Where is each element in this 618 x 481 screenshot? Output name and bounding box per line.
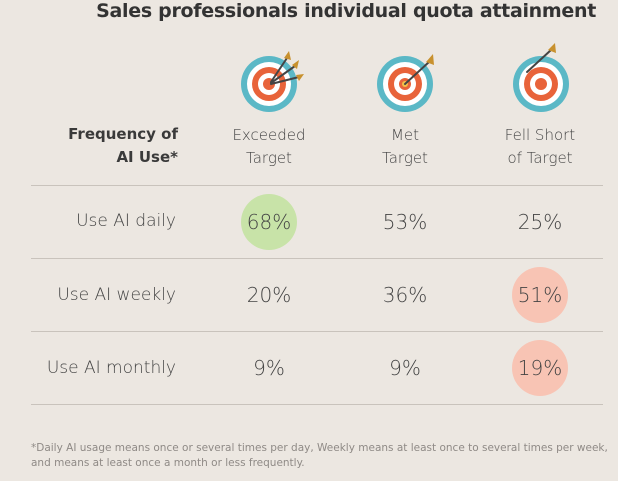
row-label-daily: Use AI daily <box>76 211 176 231</box>
cell-weekly-exceeded: 20% <box>246 283 292 307</box>
column-header-met: Met Target <box>335 124 475 170</box>
row-divider <box>31 331 603 332</box>
row-label-monthly: Use AI monthly <box>46 358 176 378</box>
row-divider <box>31 185 603 186</box>
chart-title: Sales professionals individual quota att… <box>96 0 596 22</box>
cell-weekly-fell-short: 51% <box>512 267 568 323</box>
column-header-line2: of Target <box>507 149 573 167</box>
target-three-darts-icon <box>241 51 304 112</box>
cell-weekly-met: 36% <box>382 283 428 307</box>
row-divider <box>31 404 603 405</box>
column-header-line1: Fell Short <box>504 126 576 144</box>
column-header-line2: Target <box>382 149 428 167</box>
cell-daily-fell-short: 25% <box>517 210 563 234</box>
cell-daily-exceeded: 68% <box>241 194 297 250</box>
column-header-line1: Exceeded <box>232 126 306 144</box>
footnote-line2: and means at least once a month or less … <box>31 457 305 469</box>
row-header-line2: AI Use* <box>116 148 178 166</box>
cell-monthly-met: 9% <box>389 356 421 380</box>
row-label-weekly: Use AI weekly <box>57 285 176 305</box>
target-bullseye-dart-icon <box>377 54 434 112</box>
column-header-line2: Target <box>246 149 292 167</box>
column-header-fell-short: Fell Short of Target <box>470 124 610 170</box>
cell-monthly-exceeded: 9% <box>253 356 285 380</box>
row-divider <box>31 258 603 259</box>
target-missed-dart-icon <box>513 43 569 112</box>
cell-daily-met: 53% <box>382 210 428 234</box>
cell-monthly-fell-short: 19% <box>512 340 568 396</box>
column-header-exceeded: Exceeded Target <box>199 124 339 170</box>
row-header-line1: Frequency of <box>68 125 178 143</box>
footnote-line1: *Daily AI usage means once or several ti… <box>31 442 608 454</box>
column-header-line1: Met <box>390 126 420 144</box>
row-header: Frequency of AI Use* <box>20 123 178 169</box>
footnote: *Daily AI usage means once or several ti… <box>31 441 609 471</box>
